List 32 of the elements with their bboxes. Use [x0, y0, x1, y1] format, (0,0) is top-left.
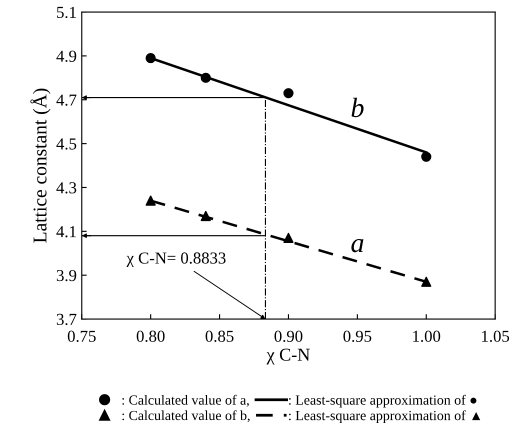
annotation: a	[351, 238, 364, 252]
x-axis-title: χ C-N	[266, 348, 310, 364]
y-tick-label: 4.9	[56, 50, 76, 62]
x-tick-label: 0.80	[136, 330, 165, 342]
x-tick-label: 0.85	[206, 330, 234, 342]
y-tick-label: 3.9	[56, 270, 76, 282]
y-axis-title: Lattice constant (Å)	[30, 88, 51, 243]
point	[200, 72, 211, 83]
y-tick-label: 4.1	[56, 226, 76, 238]
point	[283, 88, 294, 98]
point	[200, 210, 211, 222]
point	[421, 152, 432, 162]
y-tick-label: 4.5	[56, 138, 76, 150]
point	[146, 53, 156, 64]
legend-label: : Calculated value of a,	[122, 394, 249, 407]
point	[421, 276, 432, 287]
legend-label: : Least-square approximation of ●	[289, 394, 476, 408]
point	[283, 232, 294, 244]
y-tick-label: 5.1	[57, 6, 76, 18]
y-tick-label: 4.3	[56, 182, 76, 194]
annotation: χ C-N= 0.8833	[126, 252, 226, 268]
x-tick-label: 0.90	[274, 330, 302, 342]
y-tick-label: 3.7	[56, 314, 76, 326]
x-tick-label: 1.00	[413, 330, 440, 342]
annotation: b	[352, 98, 364, 118]
legend-label: : Least-square approximation of ▲	[289, 410, 480, 424]
point	[146, 196, 156, 206]
x-tick-label: 0.75	[68, 330, 96, 342]
legend-label: : Calculated value of b,	[122, 410, 250, 422]
x-tick-label: 1.05	[482, 330, 510, 342]
x-tick-label: 0.95	[343, 330, 372, 342]
y-tick-label: 4.7	[56, 94, 76, 106]
